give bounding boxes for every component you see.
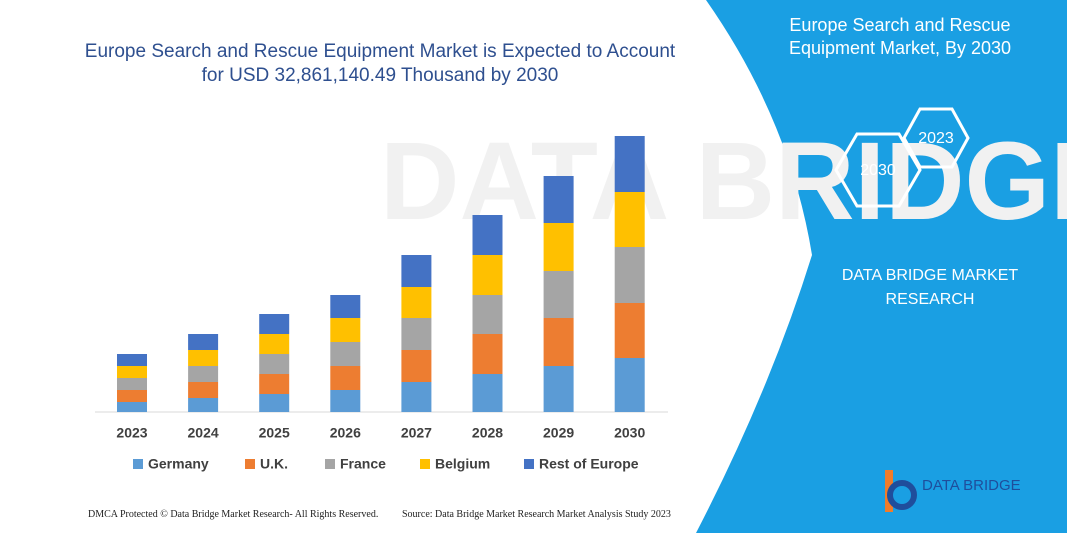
- bar-segment: [614, 247, 645, 303]
- bar-segment: [259, 314, 290, 334]
- bar-segment: [543, 223, 574, 271]
- x-tick-label: 2028: [472, 425, 503, 441]
- bar-segment: [117, 354, 147, 366]
- bar-segment: [188, 366, 219, 382]
- footer-right: Source: Data Bridge Market Research Mark…: [402, 509, 671, 520]
- bar-segment: [330, 318, 361, 342]
- legend-swatch: [524, 459, 534, 469]
- bar-segment: [614, 192, 645, 247]
- x-tick-label: 2024: [188, 425, 219, 441]
- hexagon-label: 2030: [860, 162, 896, 179]
- legend-swatch: [325, 459, 335, 469]
- bar-segment: [472, 295, 503, 334]
- footer-left: DMCA Protected © Data Bridge Market Rese…: [88, 509, 379, 520]
- bar-segment: [188, 382, 219, 398]
- bar-segment: [117, 378, 147, 390]
- bar-segment: [259, 394, 290, 412]
- bar-segment: [117, 390, 147, 402]
- legend-label: U.K.: [260, 456, 288, 472]
- legend-label: Rest of Europe: [539, 456, 639, 472]
- bar-segment: [543, 318, 574, 366]
- chart-title: Europe Search and Rescue Equipment Marke…: [84, 41, 676, 86]
- hexagon: [834, 132, 922, 208]
- legend-label: Germany: [148, 456, 209, 472]
- brand: DATA BRIDGE MARKET RESEARCH: [841, 267, 1019, 308]
- bar-segment: [543, 366, 574, 412]
- bar-segment: [543, 271, 574, 318]
- bar-segment: [330, 342, 361, 366]
- bar-segment: [259, 374, 290, 394]
- bar-segment: [259, 334, 290, 354]
- bar-segment: [117, 366, 147, 378]
- bar-segment: [472, 374, 503, 412]
- hexagon-label: 2023: [918, 130, 954, 147]
- bar-segment: [472, 255, 503, 295]
- x-tick-label: 2025: [259, 425, 290, 441]
- legend-label: France: [340, 456, 386, 472]
- bar-segment: [614, 358, 645, 412]
- legend-label: Belgium: [435, 456, 490, 472]
- bar-segment: [614, 136, 645, 192]
- bar-segment: [188, 334, 219, 350]
- bar-segment: [543, 176, 574, 223]
- bar-segment: [472, 215, 503, 255]
- legend-swatch: [420, 459, 430, 469]
- bar-segment: [188, 398, 219, 412]
- hexagon: [902, 107, 970, 169]
- bar-segment: [614, 303, 645, 358]
- bar-segment: [330, 295, 361, 318]
- bar-segment: [401, 255, 432, 287]
- bar-segment: [401, 382, 432, 412]
- bar-segment: [401, 318, 432, 350]
- bar-segment: [117, 402, 147, 412]
- bar-segment: [401, 287, 432, 318]
- bar-segment: [188, 350, 219, 366]
- side-panel: [696, 0, 1067, 533]
- bar-segment: [259, 354, 290, 374]
- legend-swatch: [245, 459, 255, 469]
- bar-segment: [330, 366, 361, 390]
- bar-segment: [472, 334, 503, 374]
- x-tick-label: 2030: [614, 425, 645, 441]
- x-tick-label: 2027: [401, 425, 432, 441]
- bar-segment: [330, 390, 361, 412]
- x-tick-label: 2026: [330, 425, 361, 441]
- logo-name: DATA BRIDGE: [922, 477, 1021, 494]
- logo-icon: [887, 480, 917, 510]
- legend-swatch: [133, 459, 143, 469]
- x-tick-label: 2029: [543, 425, 574, 441]
- x-tick-label: 2023: [116, 425, 147, 441]
- panel-title: Europe Search and Rescue Equipment Marke…: [788, 15, 1012, 58]
- bar-segment: [401, 350, 432, 382]
